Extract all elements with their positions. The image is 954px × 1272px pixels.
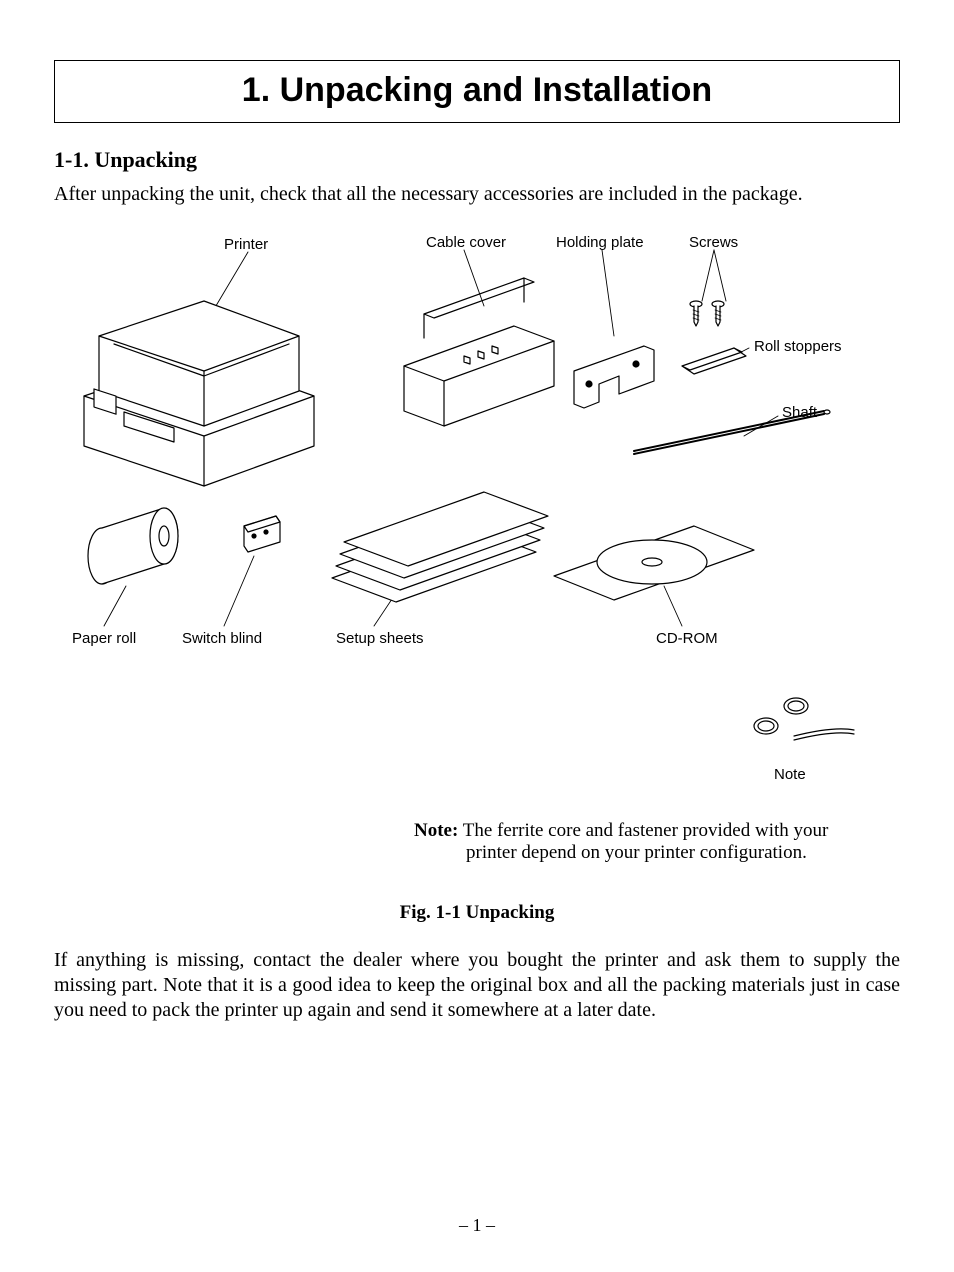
label-holding-plate: Holding plate bbox=[556, 234, 644, 251]
figure-svg bbox=[54, 226, 900, 806]
cd-rom-icon bbox=[554, 526, 754, 600]
page-number: – 1 – bbox=[0, 1215, 954, 1236]
label-cable-cover: Cable cover bbox=[426, 234, 506, 251]
setup-sheets-icon bbox=[332, 492, 548, 602]
printer-icon bbox=[84, 301, 314, 486]
figure-unpacking: Printer Cable cover Holding plate Screws… bbox=[54, 226, 900, 806]
switch-blind-icon bbox=[244, 516, 280, 552]
label-roll-stoppers: Roll stoppers bbox=[754, 338, 842, 355]
chapter-title: 1. Unpacking and Installation bbox=[54, 60, 900, 123]
section-title: 1-1. Unpacking bbox=[54, 147, 900, 173]
note-body-line2: printer depend on your printer configura… bbox=[466, 842, 807, 863]
label-switch-blind: Switch blind bbox=[182, 630, 262, 647]
screws-icon bbox=[690, 301, 724, 326]
page: 1. Unpacking and Installation 1-1. Unpac… bbox=[0, 0, 954, 1272]
label-note: Note bbox=[774, 766, 806, 783]
note-body-line1: The ferrite core and fastener provided w… bbox=[463, 820, 829, 841]
roll-stoppers-icon bbox=[682, 348, 746, 374]
paper-roll-icon bbox=[88, 508, 178, 584]
note-label: Note: bbox=[414, 820, 458, 841]
ferrite-core-icon bbox=[754, 698, 854, 740]
cable-cover-icon bbox=[404, 278, 554, 426]
label-shaft: Shaft bbox=[782, 404, 817, 421]
closing-paragraph: If anything is missing, contact the deal… bbox=[54, 948, 900, 1023]
label-paper-roll: Paper roll bbox=[72, 630, 136, 647]
figure-caption: Fig. 1-1 Unpacking bbox=[54, 902, 900, 924]
note-block: Note: The ferrite core and fastener prov… bbox=[414, 820, 900, 864]
label-cd-rom: CD-ROM bbox=[656, 630, 718, 647]
holding-plate-icon bbox=[574, 346, 654, 408]
intro-paragraph: After unpacking the unit, check that all… bbox=[54, 183, 900, 206]
label-screws: Screws bbox=[689, 234, 738, 251]
label-printer: Printer bbox=[224, 236, 268, 253]
label-setup-sheets: Setup sheets bbox=[336, 630, 424, 647]
